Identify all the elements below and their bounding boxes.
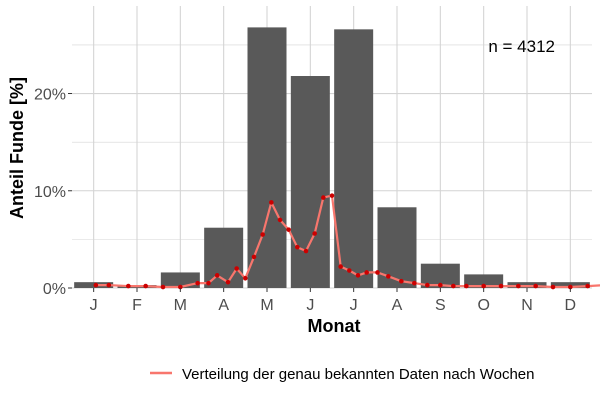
weekly-point	[329, 193, 335, 198]
weekly-point	[225, 279, 231, 285]
weekly-point	[214, 273, 220, 278]
bar-j-7	[334, 29, 374, 289]
weekly-point	[126, 283, 131, 289]
weekly-point	[364, 270, 369, 275]
weekly-point	[585, 283, 590, 289]
weekly-point	[251, 254, 257, 260]
x-tick-label: J	[90, 297, 98, 314]
weekly-point	[234, 266, 239, 271]
bar-m-5	[247, 27, 287, 289]
y-axis-title: Anteil Funde [%]	[7, 77, 27, 219]
x-tick-label: S	[435, 297, 446, 314]
weekly-point	[269, 200, 274, 205]
weekly-point	[178, 284, 183, 290]
legend: Verteilung der genau bekannten Daten nac…	[150, 366, 535, 383]
weekly-point	[533, 283, 538, 289]
y-tick-label: 10%	[34, 184, 66, 201]
bar-a-8	[377, 207, 417, 288]
x-tick-label: N	[521, 297, 533, 314]
weekly-point	[106, 282, 112, 288]
x-tick-label: M	[174, 297, 187, 314]
annotation-n: n = 4312	[488, 37, 555, 56]
x-tick-label: J	[350, 297, 358, 314]
x-tick-label: J	[306, 297, 314, 314]
weekly-point	[375, 270, 380, 275]
weekly-point	[312, 231, 317, 236]
x-tick-label: M	[260, 297, 273, 314]
weekly-point	[498, 283, 504, 289]
bar-a-4	[204, 227, 244, 288]
x-tick-label: O	[477, 297, 489, 314]
weekly-point	[93, 282, 99, 288]
weekly-point	[160, 284, 166, 290]
y-tick-label: 0%	[43, 281, 66, 298]
bar-j-6	[290, 76, 330, 288]
weekly-point	[550, 284, 556, 290]
x-tick-label: A	[218, 297, 229, 314]
bar-o-10	[464, 274, 504, 288]
x-tick-label: F	[132, 297, 142, 314]
weekly-point	[386, 274, 391, 279]
weekly-point	[347, 268, 352, 273]
weekly-point	[451, 283, 456, 289]
weekly-points	[93, 193, 590, 290]
weekly-point	[303, 248, 309, 254]
weekly-point	[516, 283, 521, 289]
weekly-point	[143, 283, 148, 289]
weekly-point	[399, 278, 404, 284]
legend-label: Verteilung der genau bekannten Daten nac…	[182, 366, 535, 383]
weekly-point	[338, 264, 343, 269]
weekly-point	[206, 280, 211, 286]
x-tick-label: A	[392, 297, 403, 314]
weekly-point	[295, 244, 300, 250]
y-tick-label: 20%	[34, 87, 66, 104]
weekly-point	[568, 284, 573, 290]
weekly-point	[438, 282, 443, 288]
weekly-point	[260, 232, 265, 237]
bars	[74, 27, 590, 289]
weekly-point	[195, 280, 200, 286]
weekly-point	[425, 282, 430, 288]
weekly-point	[243, 275, 248, 281]
weekly-point	[321, 195, 326, 200]
x-axis-title: Monat	[308, 316, 361, 336]
weekly-point	[412, 280, 417, 286]
weekly-point	[481, 283, 486, 289]
y-axis: 0% 10% 20%	[34, 87, 72, 298]
x-tick-label: D	[565, 297, 577, 314]
weekly-point	[277, 217, 283, 223]
weekly-point	[355, 273, 361, 278]
weekly-point	[286, 227, 291, 232]
weekly-point	[464, 283, 469, 289]
